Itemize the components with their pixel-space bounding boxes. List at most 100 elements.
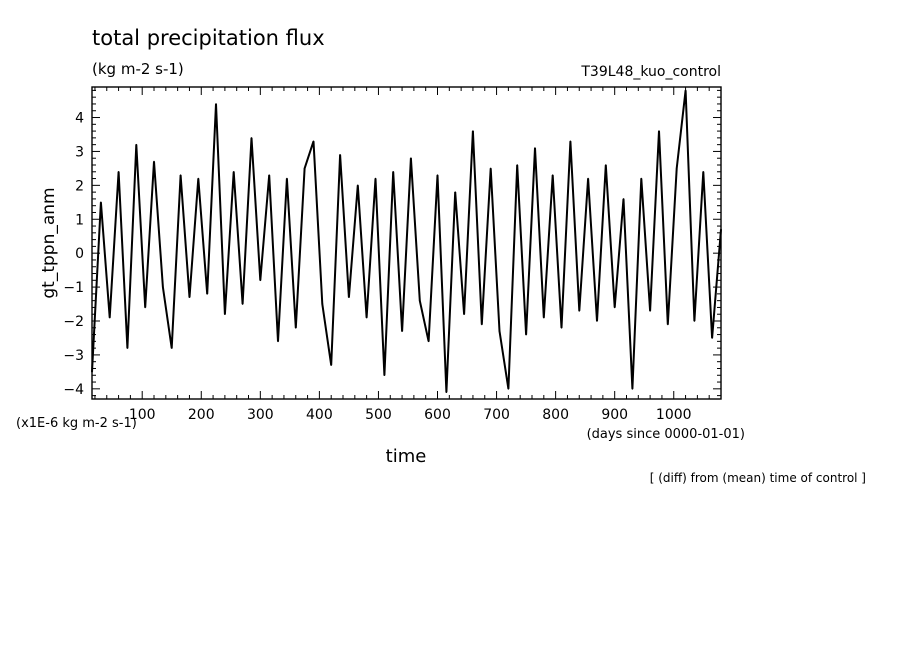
data-point <box>91 371 93 373</box>
data-point <box>507 388 510 390</box>
data-point <box>569 140 572 143</box>
data-point <box>489 167 492 170</box>
data-point <box>188 296 191 299</box>
data-point <box>631 388 634 390</box>
x-tick-label: 600 <box>424 407 451 423</box>
data-point <box>516 164 519 166</box>
data-point <box>649 310 651 312</box>
y-tick-label: 1 <box>75 212 84 228</box>
data-point <box>702 170 705 173</box>
plot-frame <box>91 86 722 400</box>
chart-title: total precipitation flux <box>92 26 325 50</box>
run-label: T39L48_kuo_control <box>580 64 721 80</box>
y-scale-note: (x1E-6 kg m-2 s-1) <box>16 416 137 431</box>
x-tick-label: 500 <box>365 407 392 423</box>
data-point <box>126 347 129 349</box>
data-point <box>197 177 200 180</box>
series-group <box>91 89 722 394</box>
y-tick-label: 3 <box>75 144 84 160</box>
data-point <box>481 323 483 326</box>
data-point <box>640 177 643 180</box>
data-point <box>330 364 332 366</box>
y-axis-label: gt_tppn_anm <box>39 187 59 298</box>
data-point <box>675 167 678 170</box>
x-tick-label: 700 <box>483 407 510 423</box>
data-point <box>277 340 279 343</box>
data-point <box>108 316 111 319</box>
y-tick-label: −2 <box>63 314 84 330</box>
series-line-0 <box>91 90 722 393</box>
data-point <box>658 130 660 132</box>
y-tick-label: −4 <box>63 382 84 398</box>
data-point <box>560 326 563 329</box>
data-point <box>259 279 262 282</box>
data-point <box>543 316 545 319</box>
data-point <box>472 130 474 132</box>
data-point <box>401 330 403 332</box>
data-point <box>294 326 297 329</box>
data-point <box>622 198 625 200</box>
x-tick-label: 1000 <box>656 407 692 423</box>
data-point <box>374 177 377 180</box>
data-point <box>144 306 146 309</box>
data-point <box>613 306 616 309</box>
data-point <box>445 391 448 394</box>
x-tick-label: 400 <box>306 407 333 423</box>
data-point <box>286 177 288 180</box>
data-point <box>206 293 208 295</box>
data-point <box>348 296 350 299</box>
x-tick-label: 100 <box>129 407 156 423</box>
x-axis-label: time <box>386 446 427 467</box>
data-point <box>534 147 536 149</box>
y-tick-label: 4 <box>75 111 84 127</box>
data-point <box>427 340 430 343</box>
data-point <box>100 201 102 204</box>
data-point <box>684 89 687 92</box>
data-point <box>418 299 421 302</box>
data-point <box>667 323 669 326</box>
data-point <box>162 286 164 288</box>
y-tick-label: −3 <box>63 348 84 364</box>
x-tick-label: 300 <box>247 407 274 423</box>
x-tick-label: 900 <box>601 407 628 423</box>
data-point <box>498 330 501 332</box>
data-point <box>711 337 713 339</box>
data-point <box>365 316 368 319</box>
data-point <box>463 313 465 316</box>
data-point <box>312 140 315 143</box>
chart-units: (kg m-2 s-1) <box>92 60 184 78</box>
data-point <box>232 170 235 173</box>
data-point <box>551 174 554 176</box>
data-point <box>135 143 138 146</box>
footer-note: [ (diff) from (mean) time of control ] <box>650 471 866 485</box>
data-point <box>303 167 306 170</box>
data-point <box>605 164 607 166</box>
plot-area: 100 200 300 400 500 600 700 800 900 1000 −4 −3 −2 −1 0… <box>63 86 722 423</box>
data-point <box>241 303 244 305</box>
data-point <box>596 320 598 322</box>
data-point <box>153 160 155 163</box>
data-point <box>392 170 395 173</box>
y-tick-label: 2 <box>75 178 84 194</box>
data-point <box>250 137 253 139</box>
data-point <box>356 184 359 187</box>
data-point <box>117 170 120 173</box>
data-point <box>587 177 589 180</box>
data-point <box>525 333 527 336</box>
data-point <box>436 174 439 176</box>
data-point <box>383 374 386 377</box>
data-point <box>224 313 226 316</box>
y-tick-label: 0 <box>75 246 84 262</box>
data-point <box>321 303 324 305</box>
x-tick-label: 800 <box>542 407 569 423</box>
data-point <box>215 103 217 105</box>
x-units-note: (days since 0000-01-01) <box>587 427 745 442</box>
data-point <box>578 310 581 312</box>
y-tick-label: −1 <box>63 280 84 296</box>
data-point <box>339 154 341 156</box>
data-point <box>410 157 412 160</box>
data-point <box>179 174 182 176</box>
x-tick-label: 200 <box>188 407 215 423</box>
data-point <box>720 228 722 231</box>
